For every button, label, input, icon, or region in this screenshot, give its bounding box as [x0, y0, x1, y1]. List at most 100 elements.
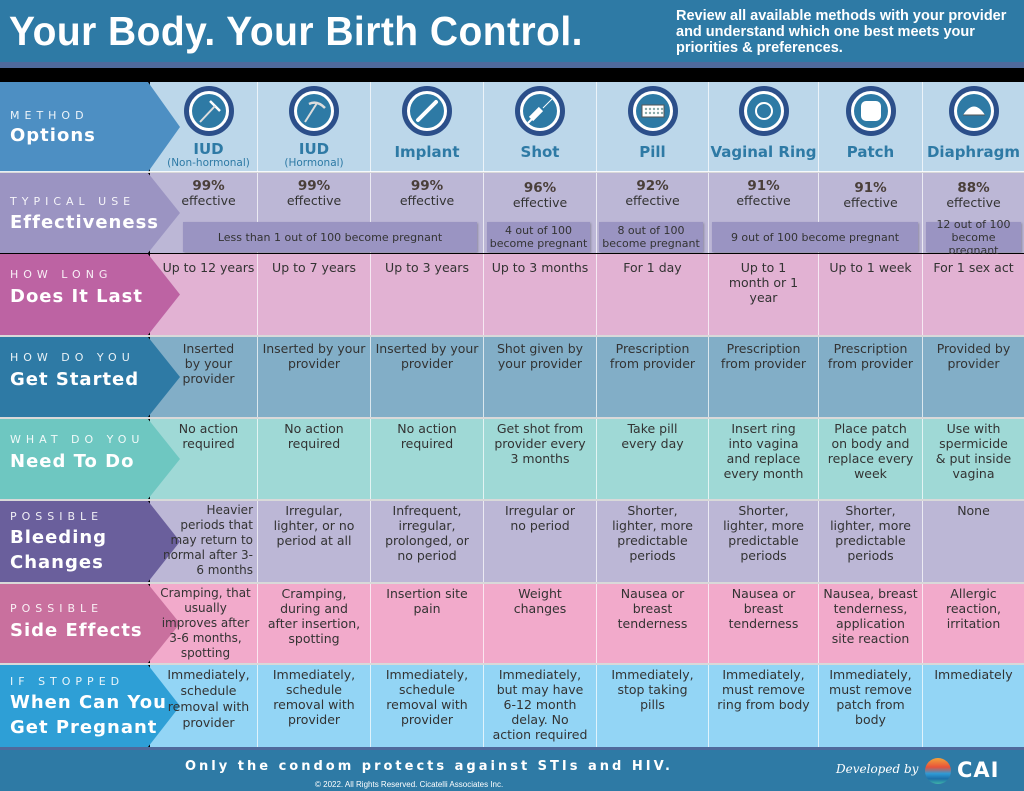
label-small: WHAT DO YOU: [10, 433, 145, 446]
row-divider: [0, 663, 1024, 665]
row-background: [150, 419, 1024, 499]
effectiveness-percent: 91%: [854, 180, 887, 196]
get-started-cell: Inserted by your provider: [370, 337, 483, 417]
effectiveness-label: effective: [181, 193, 236, 208]
implant-icon: [402, 86, 452, 136]
when-pregnant-cell: Immediately, but may have 6-12 month del…: [483, 665, 596, 747]
page-subtitle: Review all available methods with your p…: [676, 8, 1007, 56]
row-divider: [0, 335, 1024, 337]
cai-logo-text: CAI: [957, 758, 1000, 782]
effectiveness-cell: 91% effective: [818, 173, 922, 253]
how-long-cell: For 1 day: [596, 254, 708, 335]
condom-notice: Only the condom protects against STIs an…: [185, 759, 673, 774]
row-background: [150, 254, 1024, 335]
effectiveness-label: effective: [946, 195, 1001, 210]
bleeding-cell: Irregular or no period: [483, 501, 596, 582]
label-small: POSSIBLE: [10, 510, 104, 523]
method-subname: (Non-hormonal): [167, 157, 250, 169]
need-to-do-cell: No action required: [370, 419, 483, 499]
method-shot: Shot: [483, 82, 596, 172]
get-started-cell: Provided by provider: [922, 337, 1024, 417]
method-name: Pill: [639, 143, 666, 161]
effectiveness-percent: 88%: [957, 180, 990, 196]
need-to-do-cell: No action required: [257, 419, 370, 499]
method-vaginal-ring: Vaginal Ring: [708, 82, 818, 172]
header-divider: [0, 68, 1024, 82]
bleeding-cell: Infrequent, irregular, prolonged, or no …: [370, 501, 483, 582]
row-divider: [0, 582, 1024, 584]
page-title: Your Body. Your Birth Control.: [9, 8, 583, 54]
method-name: Implant: [394, 143, 460, 161]
effectiveness-percent: 99%: [297, 178, 331, 194]
pregnancy-rate-box: 8 out of 100 become pregnant: [599, 222, 703, 252]
get-started-cell: Inserted by your provider: [257, 337, 370, 417]
row-effectiveness: TYPICAL USE Effectiveness 99% effective 9…: [0, 173, 1024, 257]
header-banner: Your Body. Your Birth Control. Review al…: [0, 0, 1024, 62]
need-to-do-cell: Get shot from provider every 3 months: [483, 419, 596, 499]
side-effects-cell: Weight changes: [483, 584, 596, 663]
copyright: © 2022. All Rights Reserved. Cicatelli A…: [315, 780, 504, 789]
bleeding-cell: None: [922, 501, 1024, 582]
when-pregnant-cell: Immediately, schedule removal with provi…: [167, 667, 250, 730]
effectiveness-label: effective: [399, 193, 455, 208]
when-pregnant-cell: Immediately, schedule removal with provi…: [370, 665, 483, 747]
label-big: Bleeding: [10, 527, 108, 548]
effectiveness-cell: 96% effective: [483, 173, 596, 253]
method-name: Patch: [846, 143, 895, 161]
row-background: [150, 665, 1024, 747]
need-to-do-cell: Insert ring into vagina and replace ever…: [708, 419, 818, 499]
effectiveness-label: effective: [512, 195, 568, 210]
label-big: When Can You: [10, 692, 167, 713]
effectiveness-label: effective: [736, 193, 791, 208]
row-divider: [0, 417, 1024, 419]
need-to-do-cell: Take pill every day: [596, 419, 708, 499]
row-divider: [0, 171, 1024, 173]
get-started-cell: Prescription from provider: [818, 337, 922, 417]
row-label-when-pregnant: IF STOPPED When Can You Get Pregnant: [0, 665, 180, 747]
method-implant: Implant: [370, 82, 483, 172]
pregnancy-rate-box: 9 out of 100 become pregnant: [712, 222, 918, 252]
effectiveness-percent: 91%: [747, 178, 780, 194]
method-diaphragm: Diaphragm: [922, 82, 1024, 172]
bleeding-cell: Heavier periods that may return to norma…: [162, 503, 253, 577]
effectiveness-percent: 92%: [636, 178, 669, 194]
when-pregnant-cell: Immediately, must remove ring from body: [708, 665, 818, 747]
side-effects-cell: Nausea, breast tenderness, application s…: [818, 584, 922, 663]
side-effects-cell: Insertion site pain: [370, 584, 483, 663]
bleeding-cell: Shorter, lighter, more predictable perio…: [596, 501, 708, 582]
how-long-cell: Up to 12 years: [162, 260, 255, 275]
row-when-pregnant: IF STOPPED When Can You Get Pregnant Imm…: [0, 665, 1024, 747]
method-subname: (Hormonal): [284, 157, 344, 169]
how-long-cell: Up to 3 months: [483, 254, 596, 335]
method-name: IUD: [298, 140, 330, 158]
when-pregnant-cell: Immediately, stop taking pills: [596, 665, 708, 747]
bleeding-cell: Shorter, lighter, more predictable perio…: [708, 501, 818, 582]
row-background: [150, 584, 1024, 663]
pregnancy-rate-box: 4 out of 100 become pregnant: [487, 222, 590, 252]
iud-copper-icon: [183, 86, 234, 136]
side-effects-cell: Allergic reaction, irritation: [922, 584, 1024, 663]
effectiveness-cell: 99% effective: [257, 173, 370, 253]
label-small: POSSIBLE: [10, 602, 104, 615]
footer: Only the condom protects against STIs an…: [0, 747, 1024, 791]
effectiveness-percent: 99%: [410, 178, 444, 194]
row-label-effectiveness: TYPICAL USE Effectiveness: [0, 173, 180, 253]
effectiveness-cell: 91% effective: [708, 173, 818, 253]
row-side-effects: POSSIBLE Side Effects Cramping, that usu…: [0, 584, 1024, 663]
effectiveness-percent: 99%: [192, 178, 225, 194]
row-method-options: METHOD Options IUD (Non-hormonal) IUD (H…: [0, 82, 1024, 172]
when-pregnant-cell: Immediately, must remove patch from body: [818, 665, 922, 747]
pregnancy-rate-box: 12 out of 100 become pregnant: [926, 218, 1021, 257]
effectiveness-cell: 99% effective: [370, 173, 483, 253]
effectiveness-cell: 88% effective: [922, 173, 1024, 253]
effectiveness-cell: 99% effective: [160, 173, 257, 253]
label-small: HOW DO YOU: [10, 351, 135, 364]
header-stripe: [0, 62, 1024, 68]
label-small: HOW LONG: [10, 268, 113, 281]
method-name: IUD: [193, 140, 224, 158]
iud-hormonal-icon: [289, 86, 339, 136]
developed-by-label: Developed by: [836, 762, 919, 776]
label-big: Side Effects: [10, 620, 143, 641]
method-pill: Pill: [596, 82, 708, 172]
get-started-cell: Prescription from provider: [708, 337, 818, 417]
